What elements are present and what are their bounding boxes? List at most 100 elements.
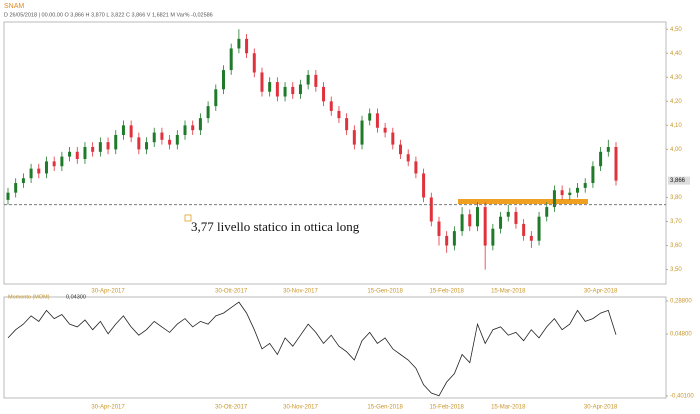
candle-body xyxy=(345,118,349,131)
annotation-marker xyxy=(184,214,192,222)
momentum-line xyxy=(7,301,617,397)
y-tick-label: 4,40 xyxy=(670,51,682,57)
candle-body xyxy=(337,110,341,119)
x-tick-label: 30-Apr-2018 xyxy=(584,289,618,295)
candle-body xyxy=(399,144,403,155)
y-tick-label: 4,50 xyxy=(670,27,682,33)
candle-body xyxy=(514,211,518,224)
candle-body xyxy=(198,118,202,131)
candle-body xyxy=(283,86,287,97)
candle-body xyxy=(29,168,33,179)
candle-body xyxy=(545,207,549,217)
candle-body xyxy=(599,151,603,167)
candle-body xyxy=(460,214,464,232)
candle-body xyxy=(221,70,225,90)
x-tick-label: 15-Feb-2018 xyxy=(430,289,465,295)
candle-body xyxy=(60,156,64,167)
candle-body xyxy=(468,214,472,227)
chart-title: SNAM xyxy=(4,3,24,10)
candle-body xyxy=(298,84,302,95)
candle-body xyxy=(6,192,10,200)
y-tick-label: 3,80 xyxy=(670,195,682,201)
candle-body xyxy=(368,113,372,121)
last-price-label: 3,866 xyxy=(670,178,686,184)
x-tick-label: 15-Gen-2018 xyxy=(367,289,403,295)
candle-body xyxy=(383,127,387,133)
candle-body xyxy=(114,134,118,150)
candle-body xyxy=(129,125,133,138)
candle-body xyxy=(214,89,218,107)
candle-body xyxy=(576,187,580,193)
candle-body xyxy=(375,113,379,128)
candle-body xyxy=(44,161,48,174)
candle-body xyxy=(491,228,495,246)
y-tick-label: 4,10 xyxy=(670,123,682,129)
candle-body xyxy=(352,130,356,145)
candle-body xyxy=(275,82,279,97)
last-price-box xyxy=(668,176,690,185)
candle-body xyxy=(37,168,41,174)
y-tick-label: 3,50 xyxy=(670,267,682,273)
x-tick-label: 30-Ott-2017 xyxy=(215,289,248,295)
candle-body xyxy=(52,161,56,167)
candle-body xyxy=(121,125,125,135)
candle-body xyxy=(137,137,141,150)
candle-body xyxy=(98,142,102,152)
candle-body xyxy=(529,235,533,241)
x-tick-label: 15-Gen-2018 xyxy=(367,405,403,411)
candle-body xyxy=(391,132,395,145)
candle-body xyxy=(245,38,249,54)
y-tick-label: 0,04800 xyxy=(670,332,692,338)
candle-body xyxy=(475,207,479,227)
indicator-value: 0,04300 xyxy=(66,294,86,300)
candle-body xyxy=(21,178,25,184)
candle-body xyxy=(75,151,79,160)
candle-body xyxy=(145,142,149,150)
y-tick-label: 0,28800 xyxy=(670,299,692,305)
candle-body xyxy=(91,146,95,152)
y-tick-label: 4,20 xyxy=(670,99,682,105)
y-tick-label: 3,70 xyxy=(670,219,682,225)
candle-body xyxy=(260,72,264,92)
candle-body xyxy=(422,173,426,198)
candle-body xyxy=(414,161,418,174)
x-tick-label: 15-Mar-2018 xyxy=(491,405,526,411)
candle-body xyxy=(252,53,256,73)
annotation: 3,77 livello statico in ottica long xyxy=(191,219,360,234)
x-tick-label: 15-Feb-2018 xyxy=(430,405,465,411)
x-tick-label: 30-Nov-2017 xyxy=(283,405,318,411)
candle-body xyxy=(314,74,318,87)
candle-body xyxy=(206,106,210,119)
candle-body xyxy=(483,207,487,246)
resistance-band xyxy=(458,199,588,204)
candle-body xyxy=(537,216,541,241)
candle-body xyxy=(429,197,433,222)
candle-body xyxy=(106,142,110,150)
y-tick-label: 4,30 xyxy=(670,75,682,81)
candle-body xyxy=(499,216,503,229)
x-tick-label: 30-Apr-2017 xyxy=(91,405,125,411)
candle-body xyxy=(606,146,610,152)
x-tick-label: 30-Ott-2017 xyxy=(215,405,248,411)
candle-body xyxy=(229,48,233,71)
candle-body xyxy=(175,134,179,145)
candle-body xyxy=(183,125,187,135)
candle-body xyxy=(614,146,618,181)
candle-body xyxy=(306,74,310,85)
indicator-title: Momento (MOM) xyxy=(8,294,50,300)
candle-body xyxy=(437,221,441,236)
x-tick-label: 15-Mar-2018 xyxy=(491,289,526,295)
candle-body xyxy=(406,154,410,162)
candle-body xyxy=(591,166,595,184)
x-tick-label: 30-Apr-2017 xyxy=(91,289,125,295)
candle-body xyxy=(552,190,556,208)
candle-body xyxy=(237,38,241,49)
y-tick-label: 4,00 xyxy=(670,147,682,153)
candle-body xyxy=(522,223,526,236)
candle-body xyxy=(14,183,18,193)
candle-body xyxy=(583,183,587,188)
candle-body xyxy=(445,235,449,246)
candle-body xyxy=(152,132,156,143)
candle-body xyxy=(322,86,326,102)
candle-body xyxy=(191,125,195,131)
